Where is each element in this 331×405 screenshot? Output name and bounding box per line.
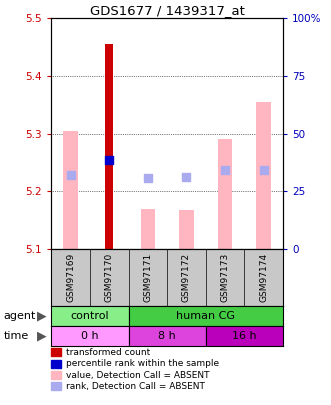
Text: GSM97169: GSM97169 (66, 253, 75, 302)
Point (145, 174, 151, 181)
Text: GSM97170: GSM97170 (105, 253, 114, 302)
Point (261, 167, 266, 173)
Bar (179, 210, 194, 249)
Text: GSM97172: GSM97172 (182, 253, 191, 302)
Text: ▶: ▶ (36, 330, 46, 343)
Point (68, 172, 73, 179)
Text: 8 h: 8 h (158, 331, 176, 341)
Bar (256, 102, 271, 249)
Text: transformed count: transformed count (66, 348, 151, 357)
Bar (140, 209, 155, 249)
Text: GSM97173: GSM97173 (220, 253, 230, 302)
Bar (51, 306, 128, 326)
Text: value, Detection Call = ABSENT: value, Detection Call = ABSENT (66, 371, 210, 379)
Point (184, 174, 189, 180)
Text: 0 h: 0 h (81, 331, 99, 341)
Text: rank, Detection Call = ABSENT: rank, Detection Call = ABSENT (66, 382, 205, 391)
Text: percentile rank within the sample: percentile rank within the sample (66, 359, 219, 368)
Text: GSM97174: GSM97174 (259, 253, 268, 302)
Bar (63, 131, 78, 249)
Text: GSM97171: GSM97171 (143, 253, 152, 302)
Text: time: time (3, 331, 28, 341)
Bar (105, 44, 114, 249)
Point (107, 156, 112, 163)
Text: control: control (71, 311, 109, 321)
Text: 16 h: 16 h (232, 331, 257, 341)
Text: agent: agent (3, 311, 36, 321)
Title: GDS1677 / 1439317_at: GDS1677 / 1439317_at (90, 4, 245, 17)
Bar (218, 139, 232, 249)
Bar (128, 306, 283, 326)
Text: ▶: ▶ (36, 309, 46, 322)
Text: human CG: human CG (176, 311, 235, 321)
Bar (206, 326, 283, 346)
Point (222, 167, 228, 173)
Bar (51, 326, 128, 346)
Bar (128, 326, 206, 346)
